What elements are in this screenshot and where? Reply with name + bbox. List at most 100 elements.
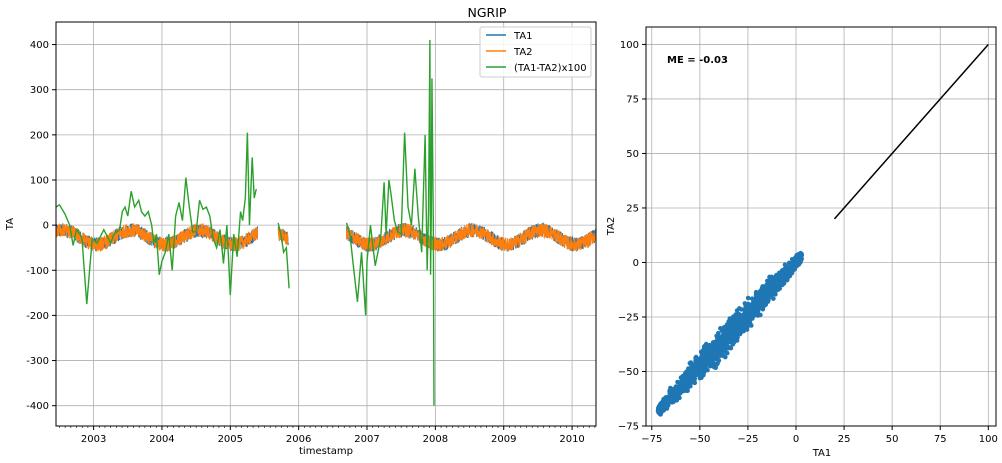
scatter-point	[705, 358, 710, 364]
scatter-point	[794, 258, 800, 263]
scatter-y-axis-label: TA2	[606, 217, 617, 237]
scatter-point	[723, 333, 728, 338]
x-tick-label: 0	[793, 434, 799, 445]
scatter-point	[716, 341, 721, 346]
scatter-y-ticks: 100 75 50 25 0 −25 −50 −75	[618, 40, 646, 433]
scatter-point	[775, 287, 781, 292]
time-series-x-axis-label: timestamp	[299, 446, 353, 457]
scatter-point	[758, 301, 763, 307]
y-tick-label: -400	[26, 401, 49, 412]
scatter-point	[753, 289, 759, 295]
x-tick-label: −75	[641, 434, 662, 445]
scatter-point	[788, 267, 794, 273]
scatter-point	[795, 252, 801, 258]
scatter-plot-frame	[645, 26, 997, 427]
y-tick-label: 400	[30, 40, 49, 51]
scatter-point	[705, 367, 710, 373]
y-tick-label: 75	[626, 94, 639, 105]
scatter-point	[769, 274, 774, 280]
legend-label-ta2: TA2	[513, 47, 533, 58]
scatter-point	[714, 333, 719, 339]
legend: TA1 TA2 (TA1-TA2)x100	[479, 26, 592, 78]
scatter-chart: −75 −50 −25 0 25 50 75 100 1007550250−25−50−75 …	[606, 26, 998, 459]
scatter-point	[722, 326, 728, 332]
y-tick-label: −75	[618, 422, 639, 433]
scatter-point	[758, 312, 763, 318]
scatter-point	[766, 283, 772, 288]
scatter-point	[750, 316, 755, 321]
time-series-y-ticks: 400 300 200 100 0 -100 -200 -300 -400	[26, 40, 56, 412]
y-tick-label: 50	[626, 149, 639, 160]
x-tick-label: 2005	[218, 434, 243, 445]
scatter-point	[710, 349, 716, 355]
scatter-point	[689, 377, 694, 382]
scatter-point	[792, 263, 798, 268]
scatter-point	[691, 363, 696, 369]
scatter-point	[720, 353, 725, 358]
scatter-point	[697, 375, 703, 381]
time-series-y-axis-label: TA	[5, 218, 16, 231]
scatter-point	[733, 330, 739, 335]
series-line-diff	[277, 222, 290, 289]
scatter-point	[770, 288, 776, 294]
scatter-point	[741, 328, 746, 334]
scatter-point	[728, 333, 733, 339]
y-tick-label: 100	[620, 40, 639, 51]
scatter-point	[683, 381, 689, 387]
scatter-point	[673, 390, 679, 396]
scatter-point	[799, 255, 804, 261]
scatter-point	[656, 409, 662, 415]
scatter-point	[746, 306, 751, 311]
scatter-point	[733, 334, 739, 339]
scatter-point	[700, 364, 706, 370]
scatter-point	[712, 341, 718, 347]
y-tick-label: 100	[30, 175, 49, 186]
scatter-point	[771, 296, 776, 301]
scatter-point	[701, 351, 706, 357]
scatter-point	[706, 354, 711, 359]
scatter-point	[781, 280, 787, 286]
scatter-point	[777, 280, 782, 285]
scatter-point	[742, 307, 747, 312]
scatter-point	[737, 329, 742, 335]
scatter-x-ticks: −75 −50 −25 0 25 50 75 100	[641, 426, 998, 445]
scatter-point	[714, 350, 719, 355]
scatter-point	[707, 344, 712, 349]
scatter-point	[752, 300, 758, 306]
x-tick-label: 2003	[81, 434, 106, 445]
scatter-point	[734, 308, 740, 313]
series-line-ta2	[346, 222, 597, 253]
y-tick-label: 25	[626, 203, 639, 214]
scatter-point	[780, 272, 786, 278]
x-tick-label: 2006	[286, 434, 311, 445]
scatter-point	[777, 270, 782, 276]
scatter-point	[665, 396, 670, 402]
y-tick-label: −25	[618, 312, 639, 323]
y-tick-label: 0	[633, 258, 639, 269]
y-tick-label: -300	[26, 356, 49, 367]
x-tick-label: 2004	[149, 434, 174, 445]
y-tick-label: 200	[30, 130, 49, 141]
time-series-x-ticks: 2003 2004 2005 2006 2007 2008 2009 2010	[59, 426, 596, 445]
scatter-point	[689, 369, 695, 375]
scatter-point	[724, 322, 730, 327]
y-tick-label: -100	[26, 266, 49, 277]
scatter-point	[763, 288, 769, 293]
scatter-point	[664, 404, 670, 410]
scatter-point	[701, 347, 706, 353]
scatter-point	[711, 354, 717, 359]
y-tick-label: 0	[43, 221, 49, 232]
scatter-point	[752, 308, 758, 313]
scatter-point	[766, 295, 772, 301]
x-tick-label: 75	[934, 434, 947, 445]
y-tick-label: 300	[30, 85, 49, 96]
scatter-points	[655, 250, 805, 417]
scatter-point	[679, 386, 684, 392]
series-line-ta2	[277, 228, 289, 245]
scatter-point	[689, 373, 695, 379]
scatter-point	[738, 318, 744, 323]
time-series-lines	[55, 40, 597, 406]
legend-label-diff: (TA1-TA2)x100	[514, 63, 587, 74]
scatter-point	[744, 321, 749, 326]
scatter-point	[773, 279, 779, 285]
